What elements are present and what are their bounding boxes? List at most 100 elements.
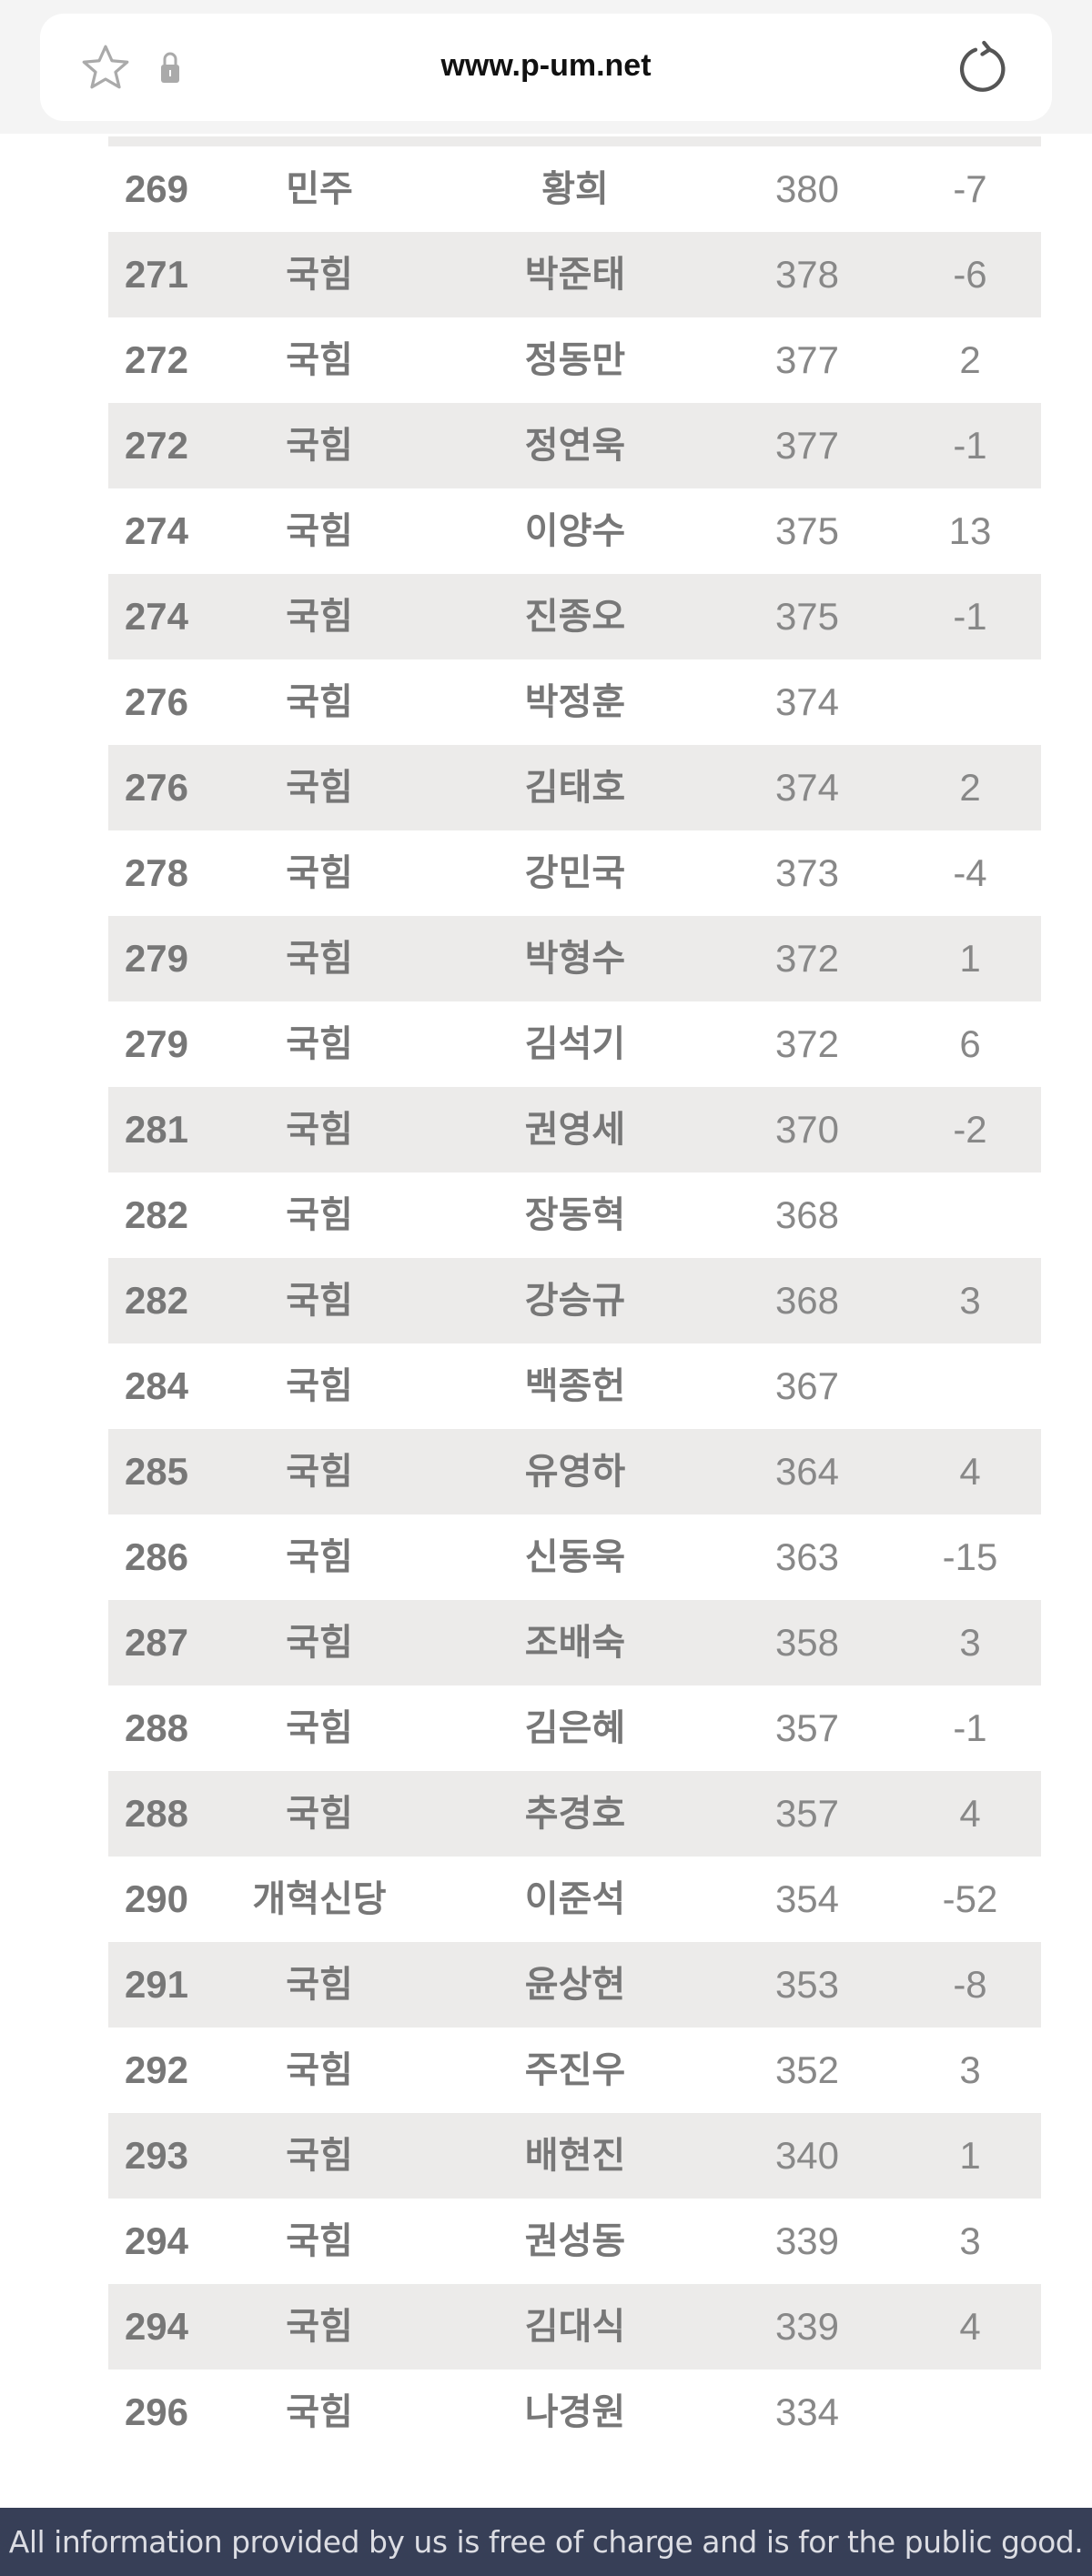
change-cell: -1: [953, 1706, 987, 1749]
rank-cell: 296: [124, 2390, 189, 2433]
change-cell: [915, 659, 1025, 745]
change-cell: 2: [959, 338, 981, 381]
score-cell: 375: [774, 509, 840, 552]
rank-cell: 291: [124, 1963, 189, 2006]
party-cell: 국힘: [286, 1537, 353, 1577]
change-cell: -1: [953, 424, 987, 467]
score-cell: 339: [774, 2219, 840, 2262]
rank-cell: 271: [124, 253, 189, 296]
name-cell: 이준석: [524, 1879, 626, 1919]
table-row: 269 민주 황희 380 -7: [108, 146, 1041, 232]
name-cell: 정동만: [524, 340, 626, 380]
score-cell: 368: [774, 1193, 840, 1236]
name-cell: 강승규: [524, 1281, 626, 1321]
score-cell: 339: [774, 2305, 840, 2348]
name-cell: 진종오: [524, 597, 626, 637]
table-row: 291 국힘 윤상현 353 -8: [108, 1942, 1041, 2028]
rank-cell: 281: [124, 1108, 189, 1151]
change-cell: 3: [959, 2048, 981, 2091]
change-cell: 13: [948, 509, 992, 552]
name-cell: 조배숙: [524, 1623, 626, 1663]
rank-cell: 274: [124, 509, 189, 552]
change-cell: -7: [953, 167, 987, 210]
name-cell: 나경원: [524, 2392, 626, 2432]
change-cell: 6: [959, 1022, 981, 1065]
change-cell: [915, 1343, 1025, 1429]
name-cell: 박형수: [524, 939, 626, 979]
name-cell: 장동혁: [524, 1195, 626, 1235]
party-cell: 국힘: [286, 255, 353, 295]
table-row: 284 국힘 백종헌 367: [108, 1343, 1041, 1429]
name-cell: 정연욱: [524, 426, 626, 466]
table-row: 279 국힘 박형수 372 1: [108, 916, 1041, 1001]
score-cell: 352: [774, 2048, 840, 2091]
party-cell: 국힘: [286, 682, 353, 722]
address-bar[interactable]: www.p-um.net: [40, 14, 1052, 121]
party-cell: 국힘: [286, 1281, 353, 1321]
table-row: 282 국힘 강승규 368 3: [108, 1258, 1041, 1343]
table-row: 293 국힘 배현진 340 1: [108, 2113, 1041, 2199]
table-row: 274 국힘 진종오 375 -1: [108, 574, 1041, 659]
ranking-table: 269 민주 황희 380 -7 271 국힘 박준태 378 -6 272 국힘 정동만 377 2 272…: [108, 146, 1041, 2455]
name-cell: 권성동: [524, 2221, 626, 2261]
party-cell: 국힘: [286, 511, 353, 551]
table-row-partial: [108, 136, 1041, 146]
score-cell: 378: [774, 253, 840, 296]
score-cell: 364: [774, 1450, 840, 1493]
score-cell: 372: [774, 1022, 840, 1065]
name-cell: 추경호: [524, 1794, 626, 1834]
party-cell: 국힘: [286, 1110, 353, 1150]
rank-cell: 272: [124, 424, 189, 467]
reload-icon[interactable]: [954, 39, 1012, 97]
name-cell: 박준태: [524, 255, 626, 295]
party-cell: 국힘: [286, 2307, 353, 2347]
score-cell: 375: [774, 595, 840, 638]
score-cell: 358: [774, 1621, 840, 1664]
name-cell: 이양수: [524, 511, 626, 551]
table-row: 287 국힘 조배숙 358 3: [108, 1600, 1041, 1685]
party-cell: 국힘: [286, 939, 353, 979]
change-cell: 1: [959, 2134, 981, 2177]
change-cell: -1: [953, 595, 987, 638]
score-cell: 377: [774, 424, 840, 467]
rank-cell: 294: [124, 2305, 189, 2348]
change-cell: 1: [959, 937, 981, 980]
score-cell: 368: [774, 1279, 840, 1322]
table-row: 285 국힘 유영하 364 4: [108, 1429, 1041, 1514]
name-cell: 윤상현: [524, 1965, 626, 2005]
table-row: 272 국힘 정동만 377 2: [108, 317, 1041, 403]
table-row: 286 국힘 신동욱 363 -15: [108, 1514, 1041, 1600]
table-row: 272 국힘 정연욱 377 -1: [108, 403, 1041, 488]
browser-toolbar: www.p-um.net: [0, 0, 1092, 134]
party-cell: 국힘: [286, 340, 353, 380]
table-row: 290 개혁신당 이준석 354 -52: [108, 1857, 1041, 1942]
name-cell: 유영하: [524, 1452, 626, 1492]
rank-cell: 287: [124, 1621, 189, 1664]
party-cell: 국힘: [286, 2221, 353, 2261]
star-icon[interactable]: [78, 41, 133, 96]
rank-cell: 284: [124, 1364, 189, 1407]
rank-cell: 288: [124, 1792, 189, 1835]
party-cell: 국힘: [286, 1794, 353, 1834]
rank-cell: 292: [124, 2048, 189, 2091]
score-cell: 377: [774, 338, 840, 381]
party-cell: 국힘: [286, 1708, 353, 1748]
name-cell: 김석기: [524, 1024, 626, 1064]
change-cell: [915, 1172, 1025, 1258]
table-row: 276 국힘 박정훈 374: [108, 659, 1041, 745]
change-cell: 3: [959, 2219, 981, 2262]
table-row: 279 국힘 김석기 372 6: [108, 1001, 1041, 1087]
party-cell: 국힘: [286, 1195, 353, 1235]
url-text[interactable]: www.p-um.net: [440, 48, 652, 83]
party-cell: 국힘: [286, 2136, 353, 2176]
table-row: 296 국힘 나경원 334: [108, 2370, 1041, 2455]
change-cell: -15: [942, 1535, 998, 1578]
score-cell: 363: [774, 1535, 840, 1578]
score-cell: 357: [774, 1706, 840, 1749]
party-cell: 국힘: [286, 768, 353, 808]
score-cell: 340: [774, 2134, 840, 2177]
change-cell: -2: [953, 1108, 987, 1151]
table-row: 278 국힘 강민국 373 -4: [108, 830, 1041, 916]
change-cell: 4: [959, 2305, 981, 2348]
name-cell: 권영세: [524, 1110, 626, 1150]
